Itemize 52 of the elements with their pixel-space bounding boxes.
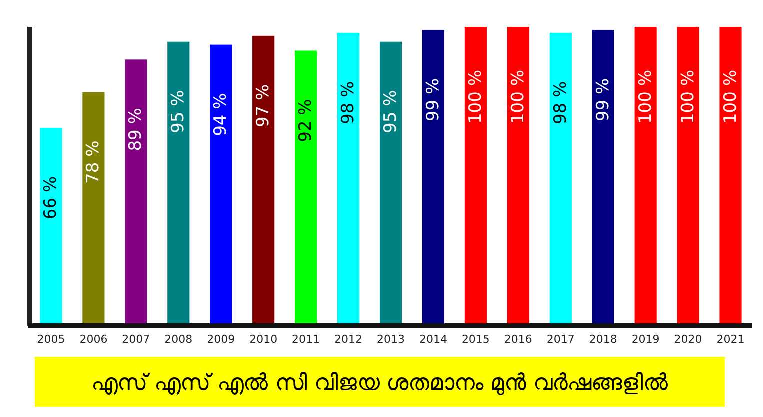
data-label: 100 % xyxy=(508,70,528,124)
bar xyxy=(720,27,742,324)
data-label: 92 % xyxy=(296,99,316,142)
x-tick-label: 2014 xyxy=(419,333,448,346)
data-label: 78 % xyxy=(84,140,104,184)
bar xyxy=(380,42,402,324)
bar xyxy=(82,92,105,324)
x-tick-label: 2017 xyxy=(546,333,575,346)
x-tick-label: 2011 xyxy=(292,333,320,346)
data-label: 100 % xyxy=(636,70,656,124)
data-label: 89 % xyxy=(126,108,146,152)
x-tick-label: 2010 xyxy=(250,333,278,346)
x-tick-label: 2018 xyxy=(589,333,618,346)
data-label: 97 % xyxy=(254,84,274,128)
data-label: 66 % xyxy=(41,176,62,220)
x-tick-label: 2005 xyxy=(37,333,66,346)
bar xyxy=(337,32,360,324)
bar xyxy=(550,32,572,324)
x-tick-label: 2007 xyxy=(122,333,150,346)
data-label: 95 % xyxy=(168,90,189,134)
bar xyxy=(464,27,487,324)
bar xyxy=(252,36,275,324)
x-tick-label: 2006 xyxy=(80,333,108,346)
data-label: 99 % xyxy=(593,78,614,122)
bar xyxy=(507,27,530,324)
x-tick-label: 2019 xyxy=(632,333,660,346)
bar xyxy=(40,128,62,324)
bar xyxy=(422,30,445,324)
data-label: 98 % xyxy=(550,81,571,125)
bar xyxy=(677,27,700,324)
x-tick-label: 2012 xyxy=(334,333,363,346)
data-label: 100 % xyxy=(678,70,698,124)
text: എസ് എസ് എൽ സി വിജയ ശതമാനം മുൻ വർഷങ്ങളിൽ xyxy=(92,371,668,396)
bar xyxy=(592,30,614,324)
x-tick-label: 2016 xyxy=(504,333,532,346)
data-label: 100 % xyxy=(466,70,486,124)
x-tick-label: 2020 xyxy=(674,333,702,346)
x-tick-label: 2021 xyxy=(716,333,745,346)
x-tick-label: 2008 xyxy=(164,333,193,346)
data-label: 94 % xyxy=(211,93,232,136)
bar xyxy=(125,60,148,324)
bar xyxy=(168,42,190,324)
data-label: 98 % xyxy=(338,81,359,125)
x-tick-label: 2015 xyxy=(462,333,490,346)
data-label: 99 % xyxy=(423,78,444,122)
bar xyxy=(210,44,232,324)
x-tick-label: 2009 xyxy=(207,333,236,346)
data-label: 100 % xyxy=(720,70,741,124)
bar xyxy=(295,50,318,324)
data-label: 95 % xyxy=(381,90,401,134)
x-tick-label: 2013 xyxy=(377,333,405,346)
bar xyxy=(634,27,657,324)
